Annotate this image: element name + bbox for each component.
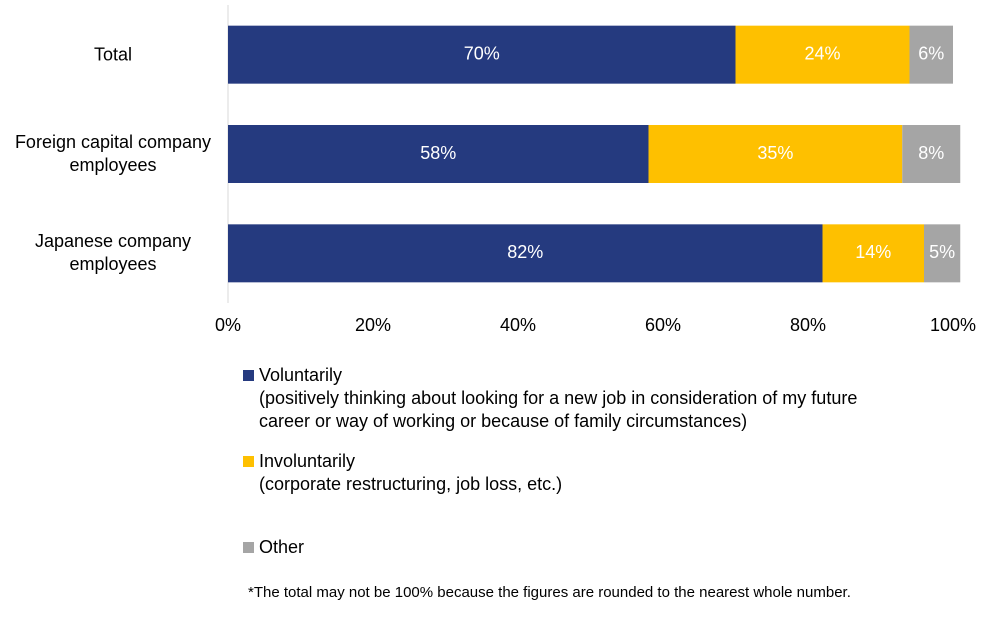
bar-segment: [228, 224, 823, 283]
bar-segment: [228, 125, 649, 183]
value-label: 6%: [918, 43, 944, 63]
x-tick-label: 100%: [930, 315, 976, 335]
bar-segment: [902, 125, 961, 183]
x-tick-label: 60%: [645, 315, 681, 335]
category-label: Total: [93, 44, 133, 65]
x-tick-label: 20%: [355, 315, 391, 335]
legend-item: Other: [243, 536, 304, 559]
value-label: 70%: [464, 43, 500, 63]
bar-segment: [648, 125, 903, 183]
bar-segment: [924, 224, 961, 283]
value-label: 14%: [855, 242, 891, 262]
legend-label: Voluntarily (positively thinking about l…: [259, 365, 858, 431]
x-tick-label: 80%: [790, 315, 826, 335]
value-label: 82%: [507, 242, 543, 262]
value-label: 24%: [804, 43, 840, 63]
value-label: 5%: [929, 242, 955, 262]
category-label: Japanese company employees: [34, 231, 192, 275]
bar-segment: [909, 25, 953, 84]
value-label: 35%: [757, 143, 793, 163]
footnote: *The total may not be 100% because the f…: [248, 584, 851, 601]
legend-item: Involuntarily (corporate restructuring, …: [243, 450, 562, 496]
legend-swatch: [243, 542, 254, 553]
bar-segment: [228, 25, 736, 84]
x-tick-label: 40%: [500, 315, 536, 335]
value-label: 58%: [420, 143, 456, 163]
legend-swatch: [243, 456, 254, 467]
category-label: Foreign capital company employees: [14, 132, 212, 175]
value-label: 8%: [918, 143, 944, 163]
legend-item: Voluntarily (positively thinking about l…: [243, 364, 857, 433]
legend-label: Involuntarily (corporate restructuring, …: [259, 451, 563, 494]
legend-swatch: [243, 370, 254, 381]
bar-segment: [735, 25, 910, 84]
bar-segment: [822, 224, 924, 283]
legend-label: Other: [259, 537, 305, 557]
x-tick-label: 0%: [215, 315, 241, 335]
